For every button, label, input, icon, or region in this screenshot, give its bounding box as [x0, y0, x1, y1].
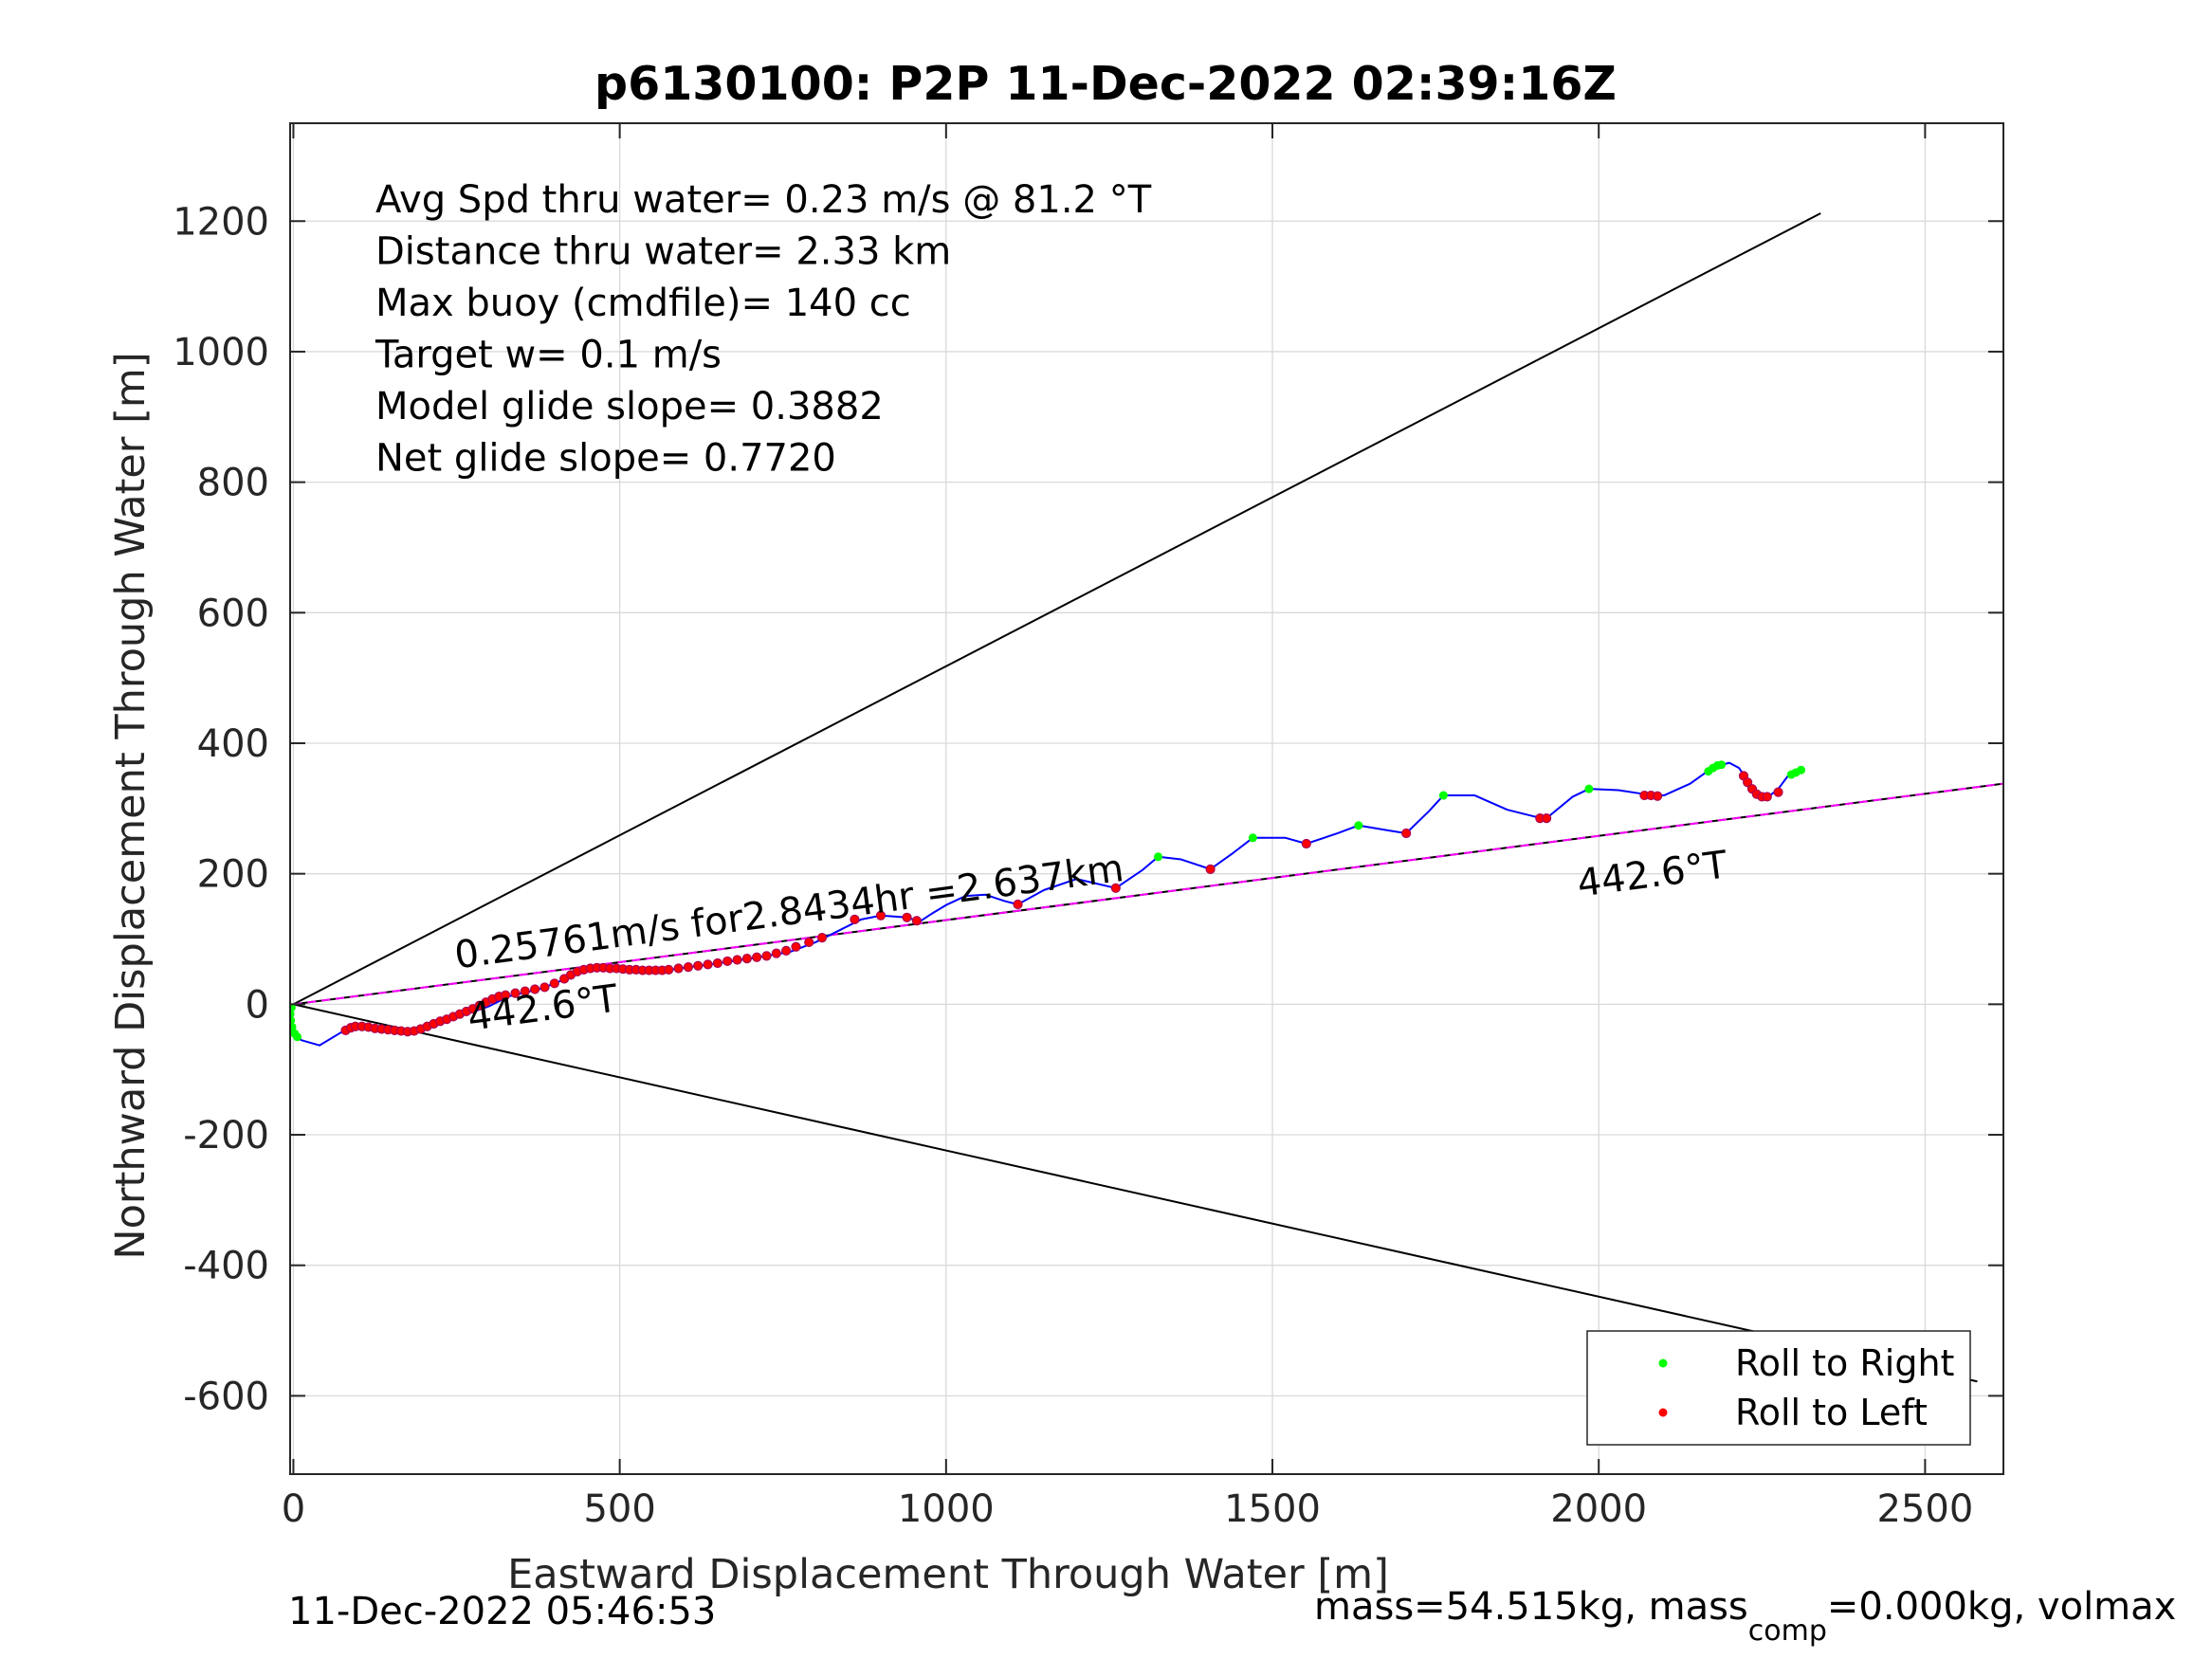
legend-label-roll-left: Roll to Left	[1735, 1392, 1928, 1433]
roll-left-point	[850, 914, 860, 924]
roll-left-point	[741, 954, 752, 964]
roll-right-point	[290, 1003, 296, 1012]
roll-right-point	[290, 1010, 295, 1019]
info-line: Target w= 0.1 m/s	[375, 334, 722, 377]
roll-left-point	[693, 960, 704, 971]
footer-mass-info: mass=54.515kg, masscomp=0.000kg, volmax	[1314, 1585, 2176, 1648]
roll-left-point	[664, 964, 674, 975]
roll-left-point	[1013, 899, 1023, 910]
y-tick-label: 200	[197, 853, 269, 897]
roll-left-point	[791, 941, 801, 952]
x-tick-label: 2000	[1550, 1487, 1647, 1531]
roll-right-point	[1154, 852, 1163, 862]
roll-left-point	[761, 951, 772, 961]
roll-right-point	[1248, 833, 1257, 843]
info-text-block: Avg Spd thru water= 0.23 m/s @ 81.2 °T Di…	[375, 178, 1152, 481]
roll-left-point	[752, 952, 762, 962]
x-tick-label: 1000	[898, 1487, 995, 1531]
info-line: Net glide slope= 0.7720	[375, 437, 836, 481]
roll-right-point	[1354, 821, 1363, 830]
roll-left-point	[703, 959, 713, 970]
roll-left-point	[520, 986, 530, 996]
footer-mass-sub: comp	[1748, 1614, 1827, 1648]
roll-left-point	[1205, 864, 1216, 874]
roll-right-point	[1717, 760, 1727, 770]
roll-left-point	[1653, 791, 1663, 801]
x-tick-label: 0	[282, 1487, 305, 1531]
roll-left-point	[1762, 792, 1772, 802]
legend-marker-roll-right	[1658, 1358, 1668, 1368]
roll-left-point	[771, 948, 781, 958]
chart-title: p6130100: P2P 11-Dec-2022 02:39:16Z	[594, 57, 1617, 111]
heading-reference-line	[293, 1003, 1978, 1383]
roll-left-point	[712, 957, 722, 969]
y-tick-label: 400	[197, 722, 269, 766]
heading-reference-line	[292, 212, 1821, 1006]
roll-left-point	[510, 988, 521, 998]
roll-left-point	[673, 963, 684, 974]
axis-ticks	[290, 123, 2003, 1474]
roll-left-point	[911, 916, 922, 926]
legend-box	[1586, 1330, 1971, 1446]
roll-left-point	[804, 937, 814, 948]
roll-right-point	[1438, 791, 1448, 800]
roll-left-point	[902, 912, 912, 922]
x-tick-label: 500	[583, 1487, 655, 1531]
y-tick-label: 0	[246, 983, 269, 1027]
legend: Roll to Right Roll to Left	[1586, 1330, 1971, 1446]
roll-right-point	[293, 1032, 302, 1042]
roll-points	[290, 760, 1806, 1042]
y-tick-label: -600	[183, 1375, 269, 1418]
footer-timestamp: 11-Dec-2022 05:46:53	[288, 1590, 716, 1633]
info-line: Avg Spd thru water= 0.23 m/s @ 81.2 °T	[375, 178, 1152, 222]
roll-left-point	[539, 982, 550, 993]
roll-right-point	[1584, 784, 1594, 793]
roll-left-point	[1401, 828, 1412, 839]
roll-left-point	[816, 933, 828, 943]
y-tick-label: 1200	[173, 200, 269, 244]
tick-labels: 0 500 1000 1500 2000 2500 -600 -400 -200 0 200 400 6…	[173, 200, 1973, 1531]
grid-lines	[290, 123, 2003, 1474]
roll-left-point	[1110, 883, 1121, 893]
roll-left-point	[1773, 787, 1783, 797]
x-axis-label: Eastward Displacement Through Water [m]	[507, 1551, 1389, 1598]
roll-right-point	[290, 1022, 297, 1031]
y-axis-label: Northward Displacement Through Water [m]	[107, 352, 155, 1259]
roll-left-point	[683, 962, 694, 973]
y-tick-label: -200	[183, 1114, 269, 1158]
roll-left-point	[530, 984, 540, 994]
roll-right-point	[290, 1016, 296, 1026]
roll-right-point	[1797, 765, 1806, 775]
x-tick-label: 1500	[1224, 1487, 1321, 1531]
roll-left-point	[1301, 838, 1311, 849]
legend-marker-roll-left	[1658, 1408, 1668, 1417]
roll-left-point	[1743, 777, 1753, 788]
y-tick-label: 1000	[173, 331, 269, 374]
roll-left-point	[722, 956, 733, 967]
info-line: Model glide slope= 0.3882	[375, 385, 884, 428]
legend-label-roll-right: Roll to Right	[1735, 1342, 1954, 1384]
roll-left-point	[875, 910, 887, 921]
y-tick-label: 600	[197, 592, 269, 635]
y-tick-label: 800	[197, 462, 269, 505]
footer-mass-post: =0.000kg, volmax	[1827, 1585, 2176, 1629]
roll-left-point	[781, 945, 792, 956]
info-line: Distance thru water= 2.33 km	[375, 230, 951, 274]
plot-area	[290, 123, 2003, 1474]
roll-left-point	[501, 990, 511, 1000]
info-line: Max buoy (cmdfile)= 140 cc	[375, 282, 911, 325]
footer-mass-pre: mass=54.515kg, mass	[1314, 1585, 1748, 1629]
roll-left-point	[549, 978, 559, 989]
roll-left-point	[1542, 813, 1552, 824]
roll-left-point	[732, 955, 742, 965]
x-tick-label: 2500	[1876, 1487, 1973, 1531]
plot-frame	[289, 122, 2004, 1475]
y-tick-label: -400	[183, 1245, 269, 1288]
